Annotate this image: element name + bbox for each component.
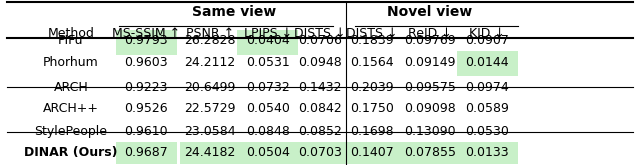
FancyBboxPatch shape: [341, 142, 403, 165]
Text: 0.9687: 0.9687: [124, 146, 168, 159]
Text: 0.1432: 0.1432: [298, 81, 342, 94]
Text: 22.5729: 22.5729: [184, 102, 236, 115]
Text: 0.0404: 0.0404: [246, 34, 289, 47]
Text: 0.9793: 0.9793: [125, 34, 168, 47]
Text: 0.0703: 0.0703: [298, 146, 342, 159]
Text: 0.1407: 0.1407: [350, 146, 394, 159]
Text: ARCH++: ARCH++: [43, 102, 99, 115]
Text: 0.0842: 0.0842: [298, 102, 342, 115]
Text: 0.0504: 0.0504: [246, 146, 289, 159]
FancyBboxPatch shape: [116, 30, 177, 55]
Text: 0.0531: 0.0531: [246, 55, 289, 68]
Text: ReID ↓: ReID ↓: [408, 27, 452, 40]
Text: PSNR ↑: PSNR ↑: [186, 27, 234, 40]
Text: Same view: Same view: [191, 5, 276, 19]
Text: KID ↓: KID ↓: [469, 27, 505, 40]
Text: ARCH: ARCH: [54, 81, 88, 94]
Text: 0.0144: 0.0144: [465, 55, 509, 68]
Text: MS-SSIM ↑: MS-SSIM ↑: [112, 27, 180, 40]
Text: 0.0732: 0.0732: [246, 81, 289, 94]
FancyBboxPatch shape: [237, 30, 298, 55]
Text: DINAR (Ours): DINAR (Ours): [24, 146, 118, 159]
Text: 0.0589: 0.0589: [465, 102, 509, 115]
Text: 0.9610: 0.9610: [125, 125, 168, 138]
Text: 0.0948: 0.0948: [298, 55, 342, 68]
FancyBboxPatch shape: [457, 142, 518, 165]
Text: 0.1839: 0.1839: [350, 34, 394, 47]
Text: 0.09575: 0.09575: [404, 81, 456, 94]
Text: 0.1750: 0.1750: [350, 102, 394, 115]
Text: 0.2039: 0.2039: [350, 81, 394, 94]
Text: 0.9526: 0.9526: [125, 102, 168, 115]
Text: 24.4182: 24.4182: [184, 146, 236, 159]
Text: 0.0540: 0.0540: [246, 102, 289, 115]
Text: DISTS ↓: DISTS ↓: [346, 27, 397, 40]
Text: 0.0852: 0.0852: [298, 125, 342, 138]
Text: 0.0848: 0.0848: [246, 125, 289, 138]
Text: StylePeople: StylePeople: [35, 125, 108, 138]
Text: Phorhum: Phorhum: [43, 55, 99, 68]
Text: 0.07855: 0.07855: [404, 146, 456, 159]
FancyBboxPatch shape: [457, 51, 518, 76]
Text: 0.9223: 0.9223: [125, 81, 168, 94]
Text: 0.13090: 0.13090: [404, 125, 456, 138]
Text: 0.09098: 0.09098: [404, 102, 456, 115]
Text: 24.2112: 24.2112: [184, 55, 236, 68]
Text: 0.0706: 0.0706: [298, 34, 342, 47]
Text: 0.0530: 0.0530: [465, 125, 509, 138]
Text: 20.6499: 20.6499: [184, 81, 236, 94]
Text: PIFu: PIFu: [58, 34, 84, 47]
Text: 26.2828: 26.2828: [184, 34, 236, 47]
Text: 0.09149: 0.09149: [404, 55, 456, 68]
FancyBboxPatch shape: [399, 142, 461, 165]
Text: 0.0974: 0.0974: [465, 81, 509, 94]
FancyBboxPatch shape: [179, 142, 241, 165]
Text: 0.09769: 0.09769: [404, 34, 456, 47]
Text: DISTS ↓: DISTS ↓: [294, 27, 346, 40]
Text: 0.1698: 0.1698: [350, 125, 394, 138]
Text: 23.0584: 23.0584: [184, 125, 236, 138]
FancyBboxPatch shape: [237, 142, 298, 165]
Text: 0.9603: 0.9603: [125, 55, 168, 68]
FancyBboxPatch shape: [289, 142, 351, 165]
Text: LPIPS ↓: LPIPS ↓: [244, 27, 292, 40]
FancyBboxPatch shape: [116, 142, 177, 165]
Text: 0.0907: 0.0907: [465, 34, 509, 47]
Text: Method: Method: [47, 27, 94, 40]
Text: 0.1564: 0.1564: [350, 55, 394, 68]
Text: Novel view: Novel view: [387, 5, 472, 19]
Text: 0.0133: 0.0133: [465, 146, 509, 159]
